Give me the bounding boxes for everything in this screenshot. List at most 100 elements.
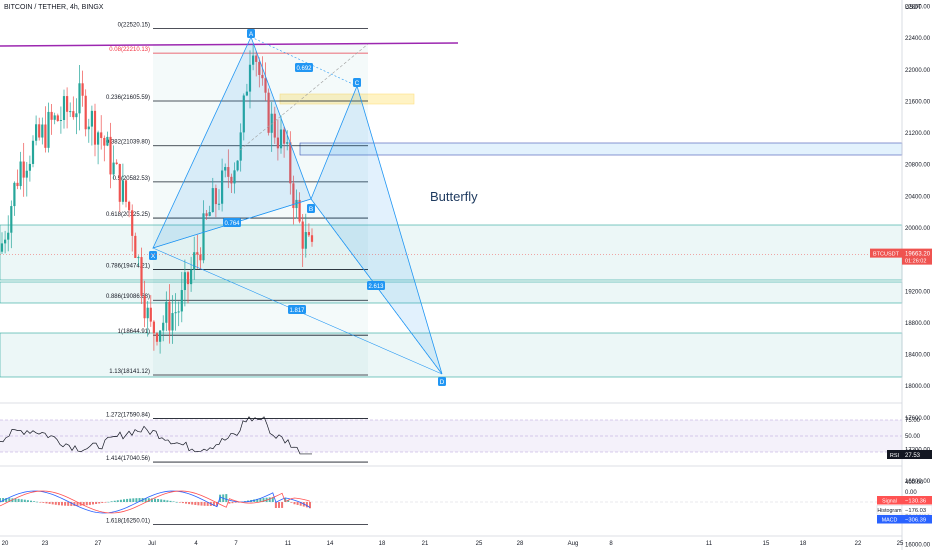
time-axis-tick: 7 bbox=[234, 541, 238, 547]
fib-level-label: 0.618(20125.25) bbox=[106, 212, 150, 218]
pattern-name-label: Butterfly bbox=[430, 189, 478, 204]
macd-histogram-bar bbox=[191, 502, 194, 505]
macd-histogram-bar bbox=[110, 501, 113, 502]
macd-histogram-bar bbox=[178, 502, 181, 503]
candle bbox=[90, 110, 93, 127]
candle bbox=[190, 269, 193, 285]
macd-legend-value: −176.03 bbox=[905, 508, 926, 514]
macd-legend-value: −306.39 bbox=[905, 517, 926, 523]
fib-level-label: 0.382(21039.80) bbox=[106, 140, 150, 146]
candle bbox=[152, 321, 155, 334]
time-axis-tick: 8 bbox=[609, 541, 613, 547]
macd-histogram-bar bbox=[48, 502, 51, 504]
pattern-point-c-label: C bbox=[355, 80, 360, 87]
fib-level-label: 0(22520.15) bbox=[118, 23, 150, 29]
price-axis-tick: 17600.00 bbox=[905, 416, 931, 422]
candle bbox=[270, 113, 273, 133]
candle bbox=[25, 170, 28, 178]
macd-histogram-bar bbox=[256, 498, 259, 502]
candle bbox=[236, 160, 239, 171]
chart-title: BITCOIN / TETHER, 4h, BINGX bbox=[4, 4, 104, 11]
price-axis-currency: USDT bbox=[905, 5, 922, 11]
macd-histogram-bar bbox=[188, 502, 191, 505]
macd-histogram-bar bbox=[36, 501, 39, 503]
candle bbox=[205, 213, 208, 216]
macd-histogram-bar bbox=[64, 502, 67, 506]
candle bbox=[69, 111, 72, 113]
macd-line bbox=[0, 490, 311, 514]
candle bbox=[38, 124, 41, 138]
price-axis-tick: 21600.00 bbox=[905, 99, 931, 105]
candle bbox=[304, 232, 307, 249]
macd-histogram-bar bbox=[0, 498, 1, 502]
pattern-point-x-label: X bbox=[151, 253, 156, 260]
macd-histogram-bar bbox=[70, 502, 73, 506]
macd-histogram-bar bbox=[268, 497, 271, 502]
time-axis-tick: 25 bbox=[476, 541, 483, 547]
macd-histogram-bar bbox=[17, 498, 20, 502]
macd-histogram-bar bbox=[212, 502, 215, 506]
candle bbox=[165, 301, 168, 323]
candle bbox=[286, 142, 289, 144]
macd-legend-name: Histogram bbox=[877, 508, 902, 514]
macd-histogram-bar bbox=[26, 500, 29, 502]
candle bbox=[159, 330, 162, 342]
macd-histogram-bar bbox=[42, 502, 45, 503]
macd-histogram-bar bbox=[299, 502, 302, 506]
macd-histogram-bar bbox=[39, 502, 42, 503]
macd-histogram-bar bbox=[61, 502, 63, 506]
fib-level-label: 0.5(20582.53) bbox=[113, 176, 150, 182]
macd-histogram-bar bbox=[225, 494, 228, 502]
fib-level-label: 0.08(22210.13) bbox=[109, 47, 150, 53]
macd-legend-name: MACD bbox=[882, 517, 898, 523]
macd-value-box bbox=[902, 515, 932, 524]
candle bbox=[7, 232, 10, 240]
candle bbox=[115, 162, 118, 165]
candle bbox=[66, 96, 69, 112]
fib-level-label: 1.618(16250.01) bbox=[106, 519, 150, 525]
macd-histogram-bar bbox=[104, 502, 107, 503]
macd-histogram-bar bbox=[293, 502, 296, 505]
macd-histogram-bar bbox=[138, 498, 141, 502]
macd-value-box bbox=[901, 505, 932, 515]
macd-histogram-bar bbox=[166, 500, 169, 502]
candle bbox=[199, 254, 202, 261]
candle bbox=[16, 182, 19, 187]
candle bbox=[81, 83, 84, 96]
rsi-axis-tick: 50.00 bbox=[905, 434, 921, 440]
candle bbox=[242, 95, 245, 133]
macd-histogram-bar bbox=[305, 502, 308, 508]
price-axis-tick: 20000.00 bbox=[905, 226, 931, 232]
time-axis-tick: 18 bbox=[800, 541, 807, 547]
candle bbox=[264, 78, 267, 93]
candle bbox=[258, 61, 261, 75]
support-zone bbox=[0, 332, 903, 378]
macd-histogram-bar bbox=[284, 498, 287, 502]
price-axis-tick: 22000.00 bbox=[905, 68, 931, 74]
macd-histogram-bar bbox=[14, 498, 17, 502]
time-axis-tick: Jul bbox=[148, 541, 156, 547]
macd-histogram-bar bbox=[33, 501, 36, 502]
macd-histogram-bar bbox=[76, 502, 79, 506]
pattern-ac-line bbox=[250, 36, 358, 87]
candle bbox=[109, 136, 112, 175]
price-axis-tick: 18400.00 bbox=[905, 353, 931, 359]
candle bbox=[239, 132, 242, 161]
macd-histogram-bar bbox=[135, 498, 138, 502]
last-price-box bbox=[902, 248, 932, 265]
time-axis-tick: 23 bbox=[42, 541, 49, 547]
ratio-xd-label: 1.817 bbox=[289, 308, 305, 314]
candle bbox=[214, 188, 217, 205]
candle bbox=[252, 55, 255, 65]
candle bbox=[4, 239, 7, 244]
price-axis-tick: 19200.00 bbox=[905, 289, 931, 295]
price-axis-tick: 22400.00 bbox=[905, 36, 931, 42]
candle bbox=[146, 307, 149, 319]
price-axis-tick: 20800.00 bbox=[905, 163, 931, 169]
macd-histogram-bar bbox=[45, 502, 48, 504]
candle bbox=[292, 183, 295, 209]
rsi-axis-tick: 75.00 bbox=[905, 418, 921, 424]
time-axis-tick: 18 bbox=[379, 541, 386, 547]
macd-histogram-bar bbox=[95, 502, 98, 504]
